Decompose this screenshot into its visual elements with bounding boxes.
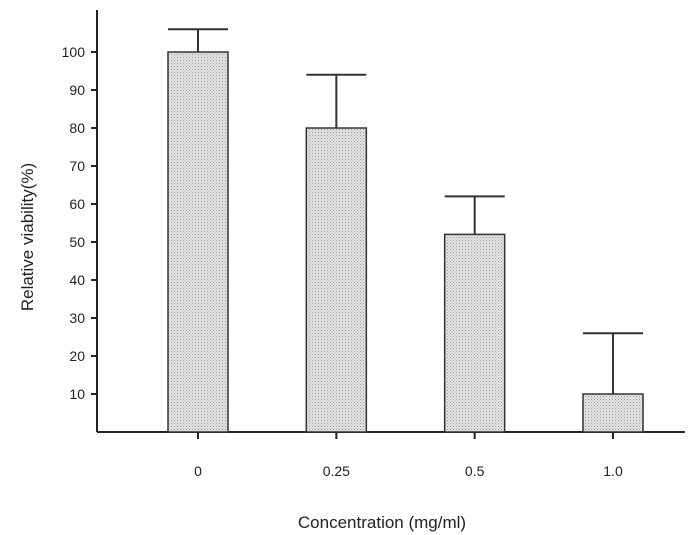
y-tick-label: 50 — [69, 234, 85, 250]
y-tick-label: 40 — [69, 272, 85, 288]
y-tick-label: 10 — [69, 386, 85, 402]
x-tick-label: 0 — [194, 463, 202, 479]
plot-area: 10 20 30 40 50 60 70 80 90 100 0 0.25 0.5 1.0 — [62, 10, 685, 479]
y-tick-label: 70 — [69, 158, 85, 174]
bar — [443, 233, 506, 433]
y-tick-label: 80 — [69, 120, 85, 136]
y-tick-label: 30 — [69, 310, 85, 326]
bar — [167, 51, 229, 433]
x-tick-label: 0.25 — [323, 463, 350, 479]
y-tick-label: 100 — [62, 44, 86, 60]
x-tick-label: 1.0 — [603, 463, 623, 479]
x-tick-label: 0.5 — [465, 463, 485, 479]
bar — [582, 393, 644, 433]
y-axis-title: Relative viability(%) — [18, 163, 37, 311]
bar — [305, 127, 368, 433]
y-tick-label: 90 — [69, 82, 85, 98]
y-tick-label: 60 — [69, 196, 85, 212]
x-axis-title: Concentration (mg/ml) — [298, 513, 466, 532]
y-tick-label: 20 — [69, 348, 85, 364]
